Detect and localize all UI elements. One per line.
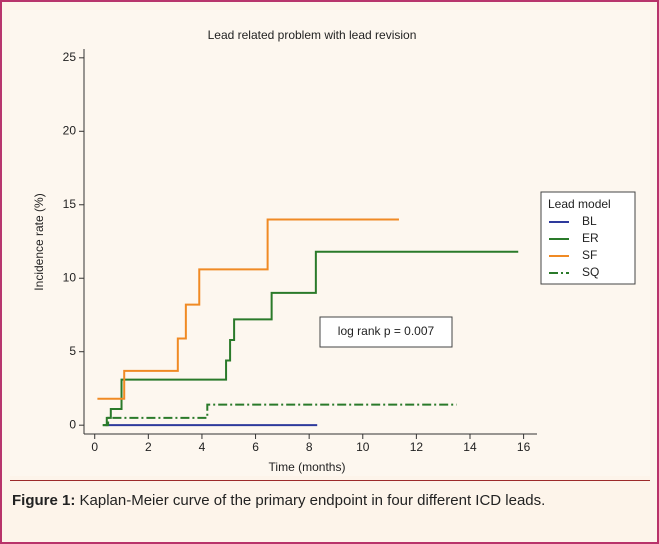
caption-label: Figure 1: [12,492,76,509]
annotation: log rank p = 0.007 [338,324,435,338]
annotation-box [319,316,453,348]
legend-label: BL [582,214,597,228]
chart-title: Lead related problem with lead revision [208,28,417,42]
y-tick-label: 0 [69,417,76,431]
x-axis-label: Time (months) [269,460,346,474]
y-tick-label: 20 [63,123,77,137]
series-line [97,218,399,400]
y-tick-label: 15 [63,197,77,211]
y-axis-label: Incidence rate (%) [32,193,46,290]
x-tick-label: 10 [356,440,370,454]
separator [10,480,650,481]
x-tick-label: 12 [410,440,424,454]
x-tick-label: 16 [517,440,531,454]
caption: Figure 1: Kaplan-Meier curve of the prim… [12,490,648,512]
legend-label: SF [582,248,597,262]
legend-label: SQ [582,265,599,279]
series-line [102,403,457,427]
y-tick-label: 10 [63,270,77,284]
x-tick-label: 8 [306,440,313,454]
x-tick-label: 4 [199,440,206,454]
x-tick-label: 0 [91,440,98,454]
series-line [102,250,519,427]
x-tick-label: 6 [252,440,259,454]
caption-text: Kaplan-Meier curve of the primary endpoi… [79,492,546,509]
legend-label: ER [582,231,599,245]
y-tick-label: 25 [63,50,77,64]
y-tick-label: 5 [69,344,76,358]
legend-title: Lead model [548,197,611,211]
chart: Lead related problem with lead revision … [10,10,650,476]
x-tick-label: 2 [145,440,152,454]
x-tick-label: 14 [463,440,477,454]
